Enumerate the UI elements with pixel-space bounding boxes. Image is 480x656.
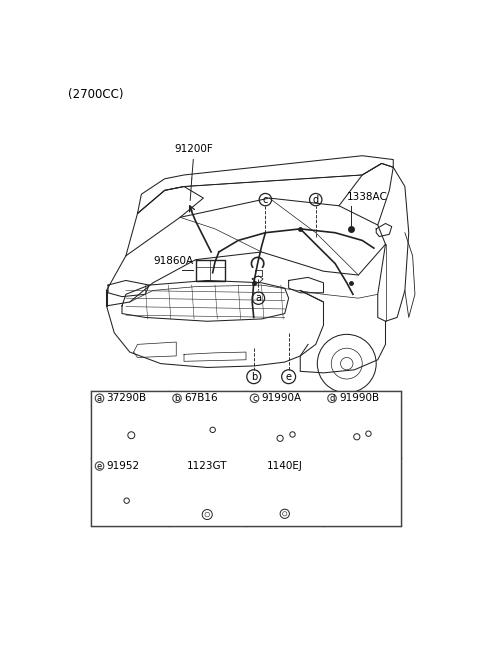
Text: 1140EJ: 1140EJ — [267, 461, 303, 471]
Text: 91990B: 91990B — [339, 393, 379, 403]
Text: 37290B: 37290B — [107, 393, 146, 403]
Text: b: b — [251, 372, 257, 382]
Text: e: e — [97, 462, 102, 470]
Bar — [91, 390, 401, 526]
Text: c: c — [252, 394, 257, 403]
Text: (2700CC): (2700CC) — [68, 88, 123, 101]
Text: e: e — [286, 372, 292, 382]
Text: 1123GT: 1123GT — [187, 461, 228, 471]
Text: a: a — [255, 293, 262, 303]
Text: d: d — [329, 394, 335, 403]
Text: a: a — [97, 394, 102, 403]
Text: d: d — [312, 195, 319, 205]
Text: 91860A: 91860A — [153, 256, 193, 266]
Text: 91200F: 91200F — [174, 144, 213, 154]
Text: 91952: 91952 — [107, 461, 140, 471]
Text: 67B16: 67B16 — [184, 393, 217, 403]
Text: 91990A: 91990A — [262, 393, 301, 403]
Text: 1338AC: 1338AC — [347, 192, 388, 203]
Text: c: c — [263, 195, 268, 205]
Text: b: b — [174, 394, 180, 403]
